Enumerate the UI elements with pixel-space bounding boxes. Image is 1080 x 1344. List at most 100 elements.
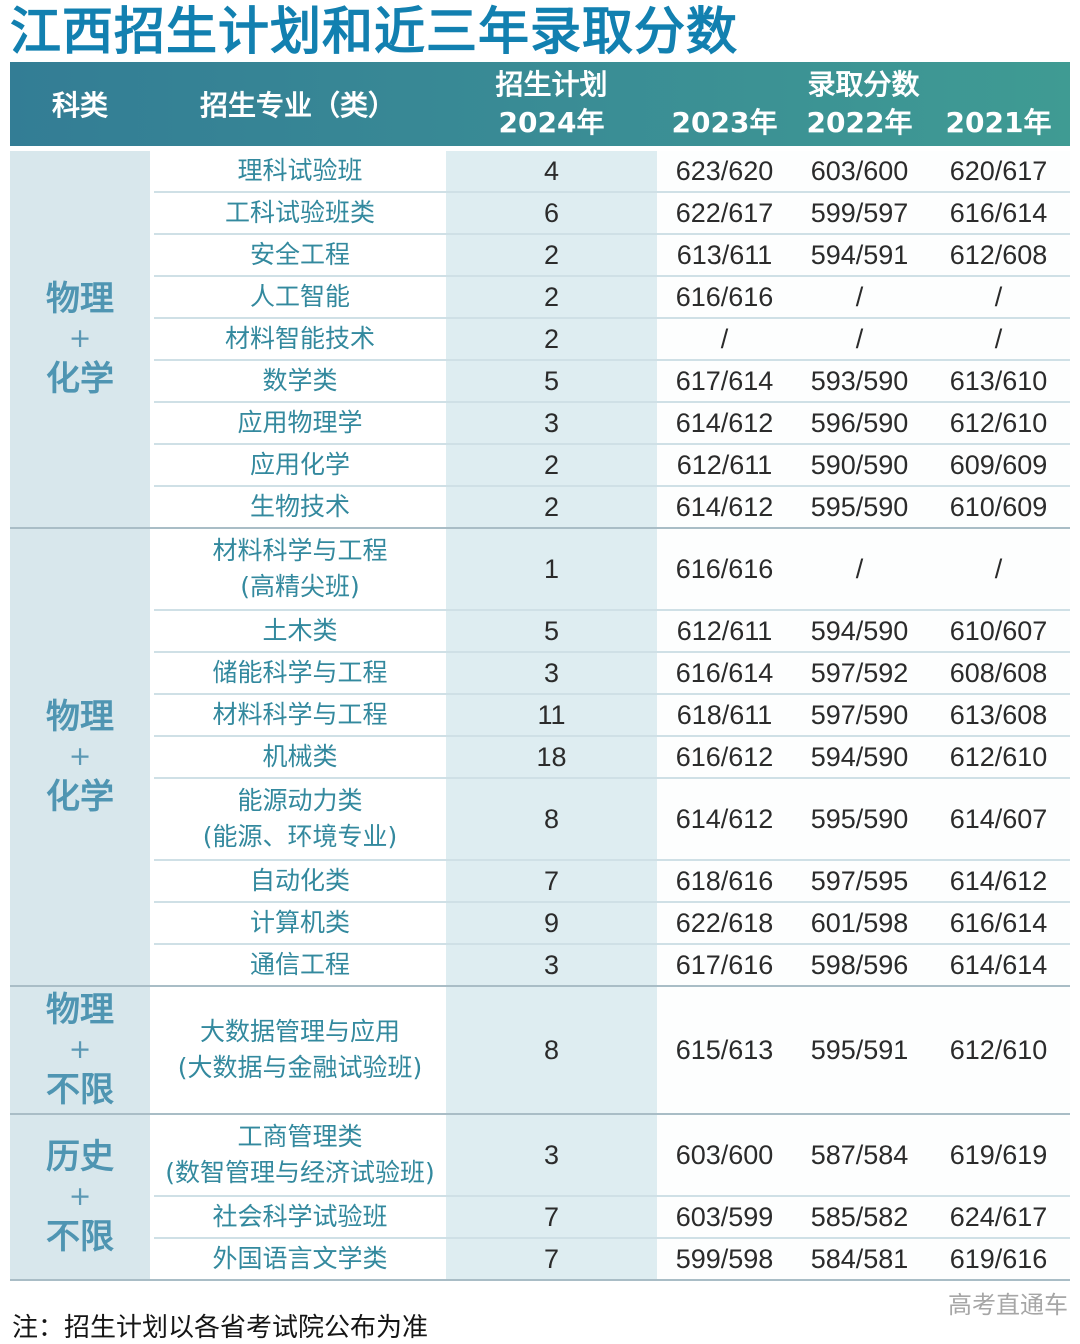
major-cell: 社会科学试验班 bbox=[154, 1197, 446, 1237]
score-2022-cell: 599/597 bbox=[792, 193, 927, 233]
major-line: 机械类 bbox=[262, 742, 338, 771]
category-line: 化学 bbox=[46, 777, 114, 817]
score-2023-cell: 614/612 bbox=[657, 403, 792, 443]
score-2021-cell: 619/619 bbox=[927, 1115, 1070, 1195]
score-2022-cell: 597/592 bbox=[792, 653, 927, 693]
header-major: 招生专业（类） bbox=[199, 89, 396, 122]
score-2021-cell: 619/616 bbox=[927, 1239, 1070, 1279]
major-cell: 通信工程 bbox=[154, 945, 446, 985]
major-cell: 土木类 bbox=[154, 611, 446, 651]
header-scores: 录取分数 2023年 2022年 2021年 bbox=[657, 62, 1070, 146]
header-year-row: 2023年 2022年 2021年 bbox=[657, 106, 1070, 140]
major-cell: 工商管理类 (数智管理与经济试验班) bbox=[154, 1115, 446, 1195]
plan-2024-cell: 11 bbox=[446, 695, 657, 735]
table-row: 大数据管理与应用 (大数据与金融试验班) 8 615/613 595/591 612/61… bbox=[154, 987, 1070, 1113]
plan-2024-cell: 7 bbox=[446, 861, 657, 901]
score-2023-cell: 617/614 bbox=[657, 361, 792, 401]
score-2022-cell: 595/591 bbox=[792, 987, 927, 1113]
major-cell: 应用化学 bbox=[154, 445, 446, 485]
score-2021-cell: 613/610 bbox=[927, 361, 1070, 401]
score-2021-cell: 613/608 bbox=[927, 695, 1070, 735]
major-line: 材料智能技术 bbox=[224, 324, 375, 353]
score-2021-cell: 616/614 bbox=[927, 903, 1070, 943]
category-line: 物理 bbox=[46, 697, 114, 737]
major-cell: 外国语言文学类 bbox=[154, 1239, 446, 1279]
header-category: 科类 bbox=[51, 89, 108, 122]
score-2021-cell: 624/617 bbox=[927, 1197, 1070, 1237]
category-cell: 物理 + 化学 bbox=[10, 151, 150, 527]
score-2023-cell: 616/614 bbox=[657, 653, 792, 693]
subject-group-history-unlimited: 历史 + 不限 工商管理类 (数智管理与经济试验班) 3 603/600 587/584… bbox=[10, 1113, 1070, 1279]
major-cell: 应用物理学 bbox=[154, 403, 446, 443]
plan-2024-cell: 1 bbox=[446, 529, 657, 609]
major-line: 安全工程 bbox=[249, 240, 350, 269]
score-2021-cell: 608/608 bbox=[927, 653, 1070, 693]
table-row: 能源动力类 (能源、环境专业) 8 614/612 595/590 614/607 bbox=[154, 777, 1070, 859]
score-2021-cell: 610/607 bbox=[927, 611, 1070, 651]
plan-2024-cell: 7 bbox=[446, 1197, 657, 1237]
score-2022-cell: 595/590 bbox=[792, 779, 927, 859]
major-line: 计算机类 bbox=[249, 908, 350, 937]
category-line: 不限 bbox=[46, 1217, 114, 1257]
group-rows: 大数据管理与应用 (大数据与金融试验班) 8 615/613 595/591 612/61… bbox=[154, 987, 1070, 1113]
score-2021-cell: 614/612 bbox=[927, 861, 1070, 901]
score-2023-cell: 622/617 bbox=[657, 193, 792, 233]
major-line: 土木类 bbox=[262, 616, 338, 645]
table-row: 材料科学与工程 11 618/611 597/590 613/608 bbox=[154, 693, 1070, 735]
plan-2024-cell: 2 bbox=[446, 487, 657, 527]
score-2023-cell: 623/620 bbox=[657, 151, 792, 191]
category-line: 物理 bbox=[46, 990, 114, 1030]
score-2022-cell: / bbox=[792, 529, 927, 609]
major-cell: 人工智能 bbox=[154, 277, 446, 317]
score-2022-cell: 584/581 bbox=[792, 1239, 927, 1279]
group-rows: 工商管理类 (数智管理与经济试验班) 3 603/600 587/584 619/619 社… bbox=[154, 1115, 1070, 1279]
group-rows: 理科试验班 4 623/620 603/600 620/617 工科试验班类 6 622/61… bbox=[154, 151, 1070, 527]
major-cell: 数学类 bbox=[154, 361, 446, 401]
major-line: 应用物理学 bbox=[237, 408, 363, 437]
table-body: 物理 + 化学 理科试验班 4 623/620 603/600 620/617 工科试验班… bbox=[10, 151, 1070, 1281]
page-title: 江西招生计划和近三年录取分数 bbox=[10, 3, 739, 62]
major-cell: 材料智能技术 bbox=[154, 319, 446, 359]
header-year-2022: 2022年 bbox=[806, 106, 913, 139]
major-cell: 大数据管理与应用 (大数据与金融试验班) bbox=[154, 987, 446, 1113]
score-2023-cell: 614/612 bbox=[657, 779, 792, 859]
score-2023-cell: 618/616 bbox=[657, 861, 792, 901]
major-cell: 材料科学与工程 (高精尖班) bbox=[154, 529, 446, 609]
category-line: 不限 bbox=[46, 1070, 114, 1110]
major-cell: 计算机类 bbox=[154, 903, 446, 943]
header-plan-year: 2024年 bbox=[498, 106, 605, 139]
score-2023-cell: 612/611 bbox=[657, 445, 792, 485]
score-2023-cell: 616/616 bbox=[657, 529, 792, 609]
score-2021-cell: 614/607 bbox=[927, 779, 1070, 859]
plus-sign: + bbox=[68, 1034, 92, 1065]
plan-2024-cell: 2 bbox=[446, 277, 657, 317]
score-2022-cell: / bbox=[792, 319, 927, 359]
score-2022-cell: 585/582 bbox=[792, 1197, 927, 1237]
category-cell: 物理 + 化学 bbox=[10, 529, 150, 985]
plan-2024-cell: 18 bbox=[446, 737, 657, 777]
major-line: 大数据管理与应用 bbox=[199, 1017, 400, 1046]
plan-2024-cell: 7 bbox=[446, 1239, 657, 1279]
table-row: 机械类 18 616/612 594/590 612/610 bbox=[154, 735, 1070, 777]
plan-2024-cell: 3 bbox=[446, 945, 657, 985]
plan-2024-cell: 4 bbox=[446, 151, 657, 191]
major-line: 生物技术 bbox=[249, 492, 350, 521]
table-header: 科类 招生专业（类） 招生计划 2024年 录取分数 2023年 2022年 2… bbox=[10, 62, 1070, 146]
score-2022-cell: 603/600 bbox=[792, 151, 927, 191]
group-rows: 材料科学与工程 (高精尖班) 1 616/616// 土木类 5 612/611 594/59… bbox=[154, 529, 1070, 985]
header-year-2023: 2023年 bbox=[671, 106, 778, 139]
score-2023-cell: 616/612 bbox=[657, 737, 792, 777]
score-2022-cell: 594/590 bbox=[792, 737, 927, 777]
score-2023-cell: 618/611 bbox=[657, 695, 792, 735]
score-2022-cell: 587/584 bbox=[792, 1115, 927, 1195]
major-line: 通信工程 bbox=[249, 950, 350, 979]
table-row: 工科试验班类 6 622/617 599/597 616/614 bbox=[154, 191, 1070, 233]
score-2023-cell: 614/612 bbox=[657, 487, 792, 527]
major-cell: 材料科学与工程 bbox=[154, 695, 446, 735]
score-2023-cell: 603/599 bbox=[657, 1197, 792, 1237]
table-row: 储能科学与工程 3 616/614 597/592 608/608 bbox=[154, 651, 1070, 693]
major-cell: 能源动力类 (能源、环境专业) bbox=[154, 779, 446, 859]
score-2023-cell: 599/598 bbox=[657, 1239, 792, 1279]
header-year-2021: 2021年 bbox=[945, 106, 1052, 139]
header-plan-2024: 招生计划 2024年 bbox=[446, 62, 657, 146]
